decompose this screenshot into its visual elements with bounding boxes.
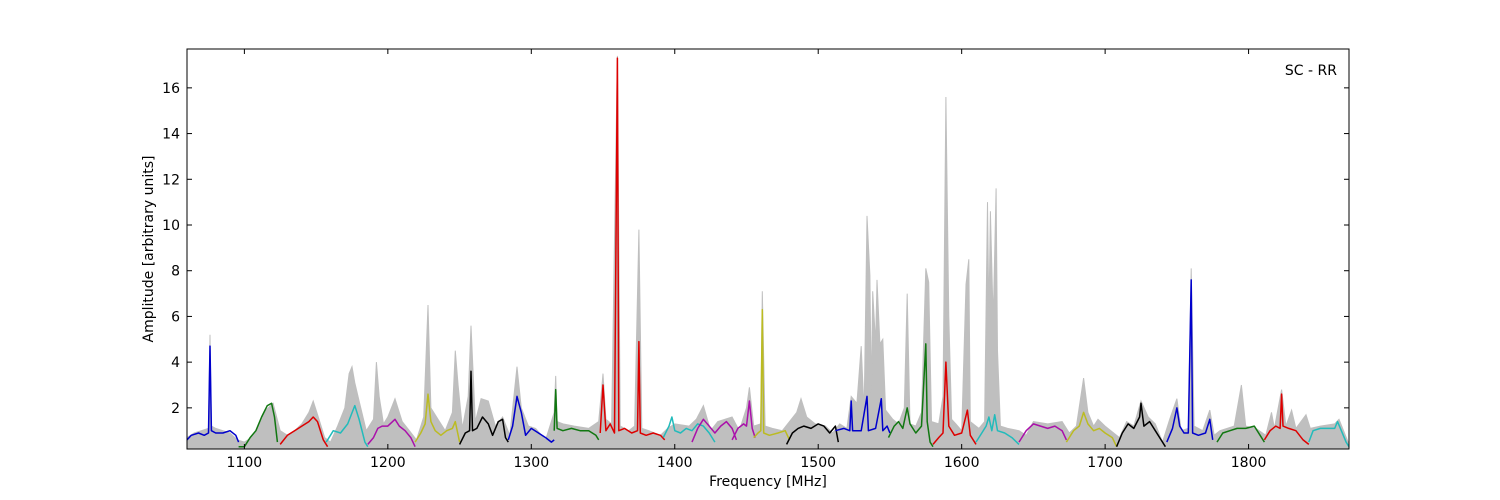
series-line-12	[691, 418, 738, 443]
x-tick-label: 1100	[227, 455, 263, 471]
x-tick-label: 1400	[657, 455, 693, 471]
x-tick-label: 1300	[513, 455, 549, 471]
x-axis-label: Frequency [MHz]	[709, 474, 827, 490]
x-tick-label: 1800	[1231, 455, 1267, 471]
series-line-15	[785, 423, 840, 445]
background-spectrum	[187, 55, 1349, 449]
series-line-25	[1263, 393, 1310, 445]
y-tick-label: 12	[162, 172, 180, 188]
y-tick-label: 14	[162, 127, 180, 143]
y-axis-label: Amplitude [arbitrary units]	[141, 156, 157, 343]
series-line-4	[325, 404, 369, 448]
plot-content	[187, 55, 1349, 449]
series-line-6	[414, 393, 461, 443]
series-line-24	[1216, 425, 1266, 443]
series-line-10	[599, 57, 666, 441]
series-line-14	[753, 308, 791, 441]
series-line-23	[1166, 279, 1214, 443]
series-line-21	[1065, 411, 1118, 448]
y-tick-label: 4	[171, 355, 180, 371]
x-tick-label: 1500	[800, 455, 836, 471]
series-line-19	[975, 413, 1020, 445]
series-line-9	[553, 388, 600, 441]
series-line-2	[238, 402, 279, 448]
series-line-18	[932, 361, 977, 445]
series-line-22	[1115, 402, 1167, 448]
series-line-13	[731, 400, 756, 441]
y-tick-label: 2	[171, 401, 180, 417]
x-tick-label: 1700	[1087, 455, 1123, 471]
x-tick-label: 1600	[944, 455, 980, 471]
series-line-1	[187, 345, 240, 443]
series-line-11	[662, 416, 716, 443]
series-line-8	[507, 395, 555, 443]
series-line-7	[458, 370, 509, 445]
series-line-3	[279, 416, 329, 448]
series-line-26	[1308, 420, 1349, 448]
series-line-20	[1018, 423, 1068, 443]
y-tick-label: 8	[171, 264, 180, 280]
plot-frame	[186, 48, 1350, 450]
x-tick-label: 1200	[370, 455, 406, 471]
axis-ticks: 1100 1200 1300 1400 1500 1600 1700 1800 2 4 6 8 10 12…	[162, 49, 1349, 471]
y-tick-label: 10	[162, 218, 180, 234]
y-tick-label: 6	[171, 309, 180, 325]
y-tick-label: 16	[162, 81, 180, 97]
chart-annotation: SC - RR	[1285, 63, 1337, 79]
series-line-17	[887, 343, 934, 448]
series-line-16	[835, 395, 891, 434]
series-line-5	[367, 418, 416, 448]
